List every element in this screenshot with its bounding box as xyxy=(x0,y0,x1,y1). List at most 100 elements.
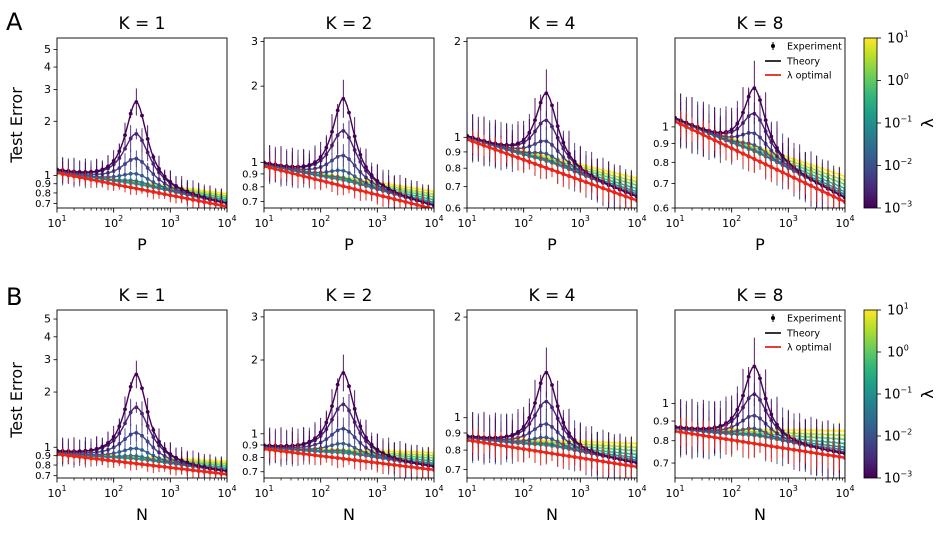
y-tick-label: 4 xyxy=(44,61,51,74)
optimal-point xyxy=(111,181,116,187)
legend-experiment-label: Experiment xyxy=(787,42,842,53)
experiment-point xyxy=(510,142,515,147)
optimal-point xyxy=(168,465,173,470)
optimal-point xyxy=(185,196,190,201)
optimal-point xyxy=(561,171,566,177)
experiment-point xyxy=(89,169,93,174)
optimal-point xyxy=(162,192,167,197)
y-tick-label: 2 xyxy=(44,386,51,399)
experiment-point xyxy=(145,450,150,455)
y-tick-label: 0.9 xyxy=(445,147,461,158)
optimal-point xyxy=(105,180,111,186)
x-axis-label: P xyxy=(755,235,765,254)
x-tick-label: 101 xyxy=(254,214,273,230)
optimal-point xyxy=(397,463,403,468)
panel-a-k2: K = 2 P 101 102 103 104 3 2 10.9 0.8 0.7 xyxy=(242,14,443,254)
optimal-point xyxy=(578,178,583,183)
experiment-point xyxy=(330,129,334,134)
experiment-point xyxy=(151,162,156,166)
experiment-point xyxy=(567,151,571,156)
optimal-point xyxy=(352,457,357,463)
optimal-point xyxy=(88,456,94,461)
experiment-point xyxy=(550,124,554,129)
experiment-point xyxy=(140,160,144,164)
experiment-point xyxy=(381,183,385,188)
optimal-point xyxy=(179,466,184,472)
x-axis-label: P xyxy=(344,235,354,254)
experiment-point xyxy=(313,160,317,165)
experiment-point xyxy=(347,384,351,389)
optimal-point xyxy=(335,455,340,461)
optimal-point xyxy=(403,464,408,469)
experiment-point xyxy=(111,434,116,439)
optimal-point xyxy=(134,186,139,191)
optimal-point xyxy=(409,464,414,470)
experiment-point xyxy=(145,423,150,428)
optimal-point xyxy=(510,153,515,158)
optimal-point xyxy=(88,177,94,182)
x-tick-label: 101 xyxy=(457,214,476,230)
optimal-point xyxy=(706,135,712,140)
optimal-point xyxy=(312,453,318,458)
experiment-point xyxy=(128,111,133,116)
experiment-point xyxy=(341,96,346,101)
y-tick-label: 0.7 xyxy=(35,471,51,482)
experiment-point xyxy=(775,145,779,150)
plot-area xyxy=(675,60,845,208)
experiment-point xyxy=(330,158,334,163)
optimal-point xyxy=(196,198,201,203)
x-tick-label: 102 xyxy=(311,214,330,230)
optimal-point xyxy=(403,199,408,205)
x-tick-label: 104 xyxy=(217,484,236,500)
experiment-point xyxy=(145,176,150,181)
experiment-point xyxy=(307,162,312,167)
optimal-point xyxy=(329,181,335,186)
optimal-point xyxy=(77,175,82,180)
optimal-point xyxy=(122,460,128,465)
optimal-point xyxy=(71,174,77,179)
optimal-point xyxy=(145,462,150,468)
optimal-point xyxy=(312,176,318,182)
experiment-point xyxy=(123,162,127,166)
x-tick-label: 104 xyxy=(835,214,854,230)
x-axis-label: N xyxy=(546,505,558,524)
optimal-point xyxy=(814,186,819,191)
experiment-point xyxy=(140,411,144,416)
experiment-point xyxy=(134,132,139,136)
experiment-point xyxy=(157,183,161,187)
optimal-point xyxy=(267,447,272,452)
experiment-point xyxy=(151,445,156,450)
experiment-point xyxy=(128,158,133,162)
experiment-point xyxy=(752,86,757,91)
optimal-point xyxy=(420,466,425,471)
panel-title: K = 8 xyxy=(736,14,783,34)
y-tick-label: 5 xyxy=(44,43,51,56)
experiment-point xyxy=(335,407,340,412)
optimal-point xyxy=(695,130,700,135)
y-tick-label: 0.7 xyxy=(242,197,258,208)
experiment-point xyxy=(635,183,637,188)
optimal-point xyxy=(341,456,346,461)
optimal-point xyxy=(515,155,521,160)
experiment-point xyxy=(140,433,144,438)
plot-area xyxy=(57,88,227,208)
experiment-point xyxy=(335,154,340,159)
optimal-point xyxy=(572,175,577,181)
experiment-point xyxy=(140,454,144,459)
experiment-point xyxy=(140,448,144,452)
x-tick-label: 102 xyxy=(311,484,330,500)
y-tick-label: 2 xyxy=(454,35,461,48)
experiment-point xyxy=(134,156,139,161)
optimal-point xyxy=(145,188,150,193)
y-tick-label: 2 xyxy=(44,115,51,128)
row-label-a: A xyxy=(6,8,23,36)
experiment-point xyxy=(185,189,190,194)
experiment-point xyxy=(145,439,150,444)
optimal-point xyxy=(134,461,139,466)
optimal-point xyxy=(380,461,386,466)
optimal-point xyxy=(712,138,717,143)
experiment-point xyxy=(746,114,751,119)
experiment-point xyxy=(741,110,745,115)
y-tick-label: 2 xyxy=(251,80,258,93)
